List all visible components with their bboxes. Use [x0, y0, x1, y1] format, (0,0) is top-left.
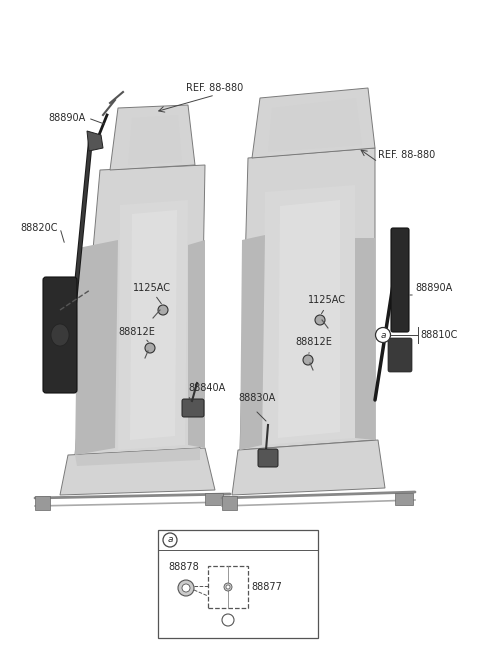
- Polygon shape: [252, 88, 375, 158]
- Text: a: a: [380, 330, 386, 340]
- Polygon shape: [75, 448, 200, 466]
- Ellipse shape: [51, 324, 69, 346]
- Polygon shape: [262, 185, 355, 445]
- FancyBboxPatch shape: [388, 338, 412, 372]
- Circle shape: [158, 305, 168, 315]
- Circle shape: [315, 315, 325, 325]
- Bar: [395, 493, 413, 505]
- Circle shape: [375, 327, 391, 342]
- Circle shape: [163, 533, 177, 547]
- FancyBboxPatch shape: [182, 399, 204, 417]
- Polygon shape: [278, 200, 340, 438]
- Text: REF. 88-880: REF. 88-880: [378, 150, 435, 160]
- Text: 88810C: 88810C: [420, 330, 457, 340]
- Text: 88820C: 88820C: [20, 223, 58, 233]
- Text: 88890A: 88890A: [415, 283, 452, 293]
- Polygon shape: [75, 165, 205, 455]
- Circle shape: [226, 585, 230, 589]
- Polygon shape: [355, 238, 375, 440]
- Circle shape: [222, 614, 234, 626]
- Polygon shape: [118, 200, 188, 450]
- Polygon shape: [232, 440, 385, 495]
- Polygon shape: [268, 98, 362, 152]
- Text: 1125AC: 1125AC: [133, 283, 171, 293]
- Bar: [35, 496, 50, 510]
- Text: 1125AC: 1125AC: [308, 295, 346, 305]
- FancyBboxPatch shape: [43, 277, 77, 393]
- Circle shape: [145, 343, 155, 353]
- FancyBboxPatch shape: [391, 228, 409, 332]
- FancyBboxPatch shape: [258, 449, 278, 467]
- Circle shape: [178, 580, 194, 596]
- Polygon shape: [240, 148, 375, 450]
- Circle shape: [224, 583, 232, 591]
- Polygon shape: [240, 235, 265, 450]
- Circle shape: [182, 584, 190, 592]
- Text: REF. 88-880: REF. 88-880: [186, 83, 244, 93]
- Bar: [158, 530, 318, 638]
- Polygon shape: [188, 240, 205, 448]
- Text: 88812E: 88812E: [295, 337, 332, 347]
- Polygon shape: [75, 240, 118, 455]
- Circle shape: [303, 355, 313, 365]
- Text: 88890A: 88890A: [48, 113, 85, 123]
- Polygon shape: [60, 448, 215, 495]
- Bar: [205, 493, 223, 505]
- Text: 88878: 88878: [168, 562, 199, 572]
- Polygon shape: [110, 105, 195, 170]
- Text: 88830A: 88830A: [238, 393, 275, 403]
- Text: 88812E: 88812E: [118, 327, 155, 337]
- Text: a: a: [167, 535, 173, 545]
- Text: 88840A: 88840A: [188, 383, 225, 393]
- Polygon shape: [128, 115, 182, 165]
- Polygon shape: [130, 210, 177, 440]
- Polygon shape: [87, 131, 103, 151]
- Text: 88877: 88877: [251, 582, 282, 592]
- Bar: [222, 496, 237, 510]
